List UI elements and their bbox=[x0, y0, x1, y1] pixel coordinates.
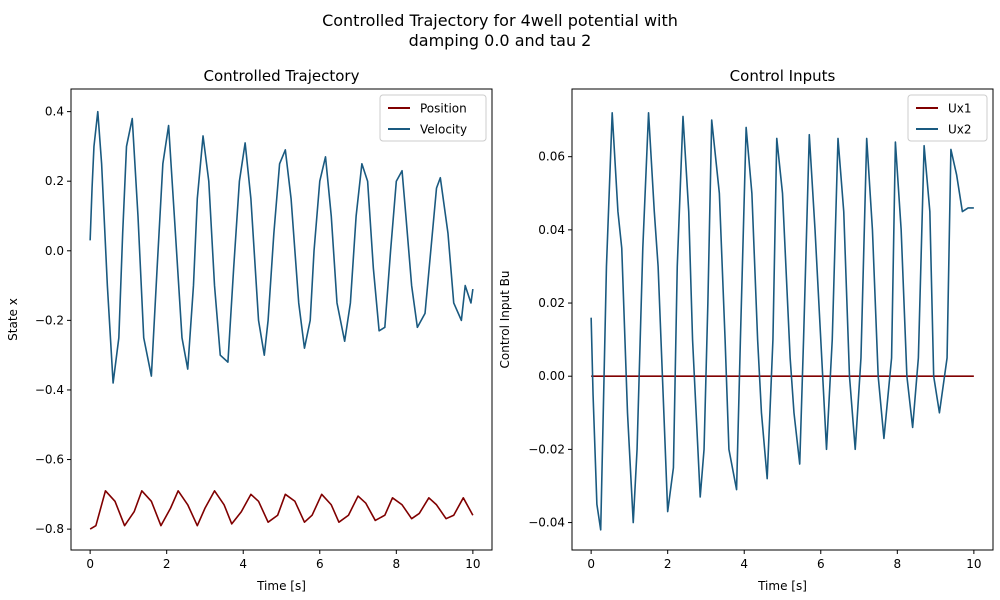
chart-0-x-tick-label: 4 bbox=[239, 557, 247, 571]
right-subplot: 0 2 4 6 8 10 −0.04 −0.02 0.00 0.02 0.04 0.06 Control… bbox=[498, 67, 994, 593]
chart-0-legend: Position Velocity bbox=[379, 94, 487, 142]
chart-0-legend-label-position: Position bbox=[420, 102, 467, 116]
chart-1-x-tick-label: 8 bbox=[893, 557, 901, 571]
chart-1-y-tick-label: 0.02 bbox=[538, 296, 565, 310]
chart-1-legend-label-ux2: Ux2 bbox=[948, 123, 972, 137]
chart-0-x-axis-label: Time [s] bbox=[256, 579, 306, 593]
chart-0-series-position-line bbox=[89, 490, 474, 530]
chart-1-legend: Ux1 Ux2 bbox=[907, 94, 988, 142]
chart-1-y-tick-label: 0.04 bbox=[538, 223, 565, 237]
chart-0-y-tick-label: 0.0 bbox=[45, 244, 64, 258]
chart-0-y-tick-label: −0.4 bbox=[35, 383, 64, 397]
chart-1-y-tick-label: 0.00 bbox=[538, 369, 565, 383]
chart-0-series-velocity-line bbox=[89, 110, 474, 384]
chart-1-y-axis-label: Control Input Bu bbox=[498, 271, 512, 369]
chart-1-y-tick-label: 0.06 bbox=[538, 150, 565, 164]
chart-1-x-axis-label: Time [s] bbox=[757, 579, 807, 593]
figure-suptitle-line2: damping 0.0 and tau 2 bbox=[408, 31, 592, 50]
chart-0-y-tick-label: −0.2 bbox=[35, 313, 64, 327]
chart-1-y-tick-label: −0.04 bbox=[528, 516, 565, 530]
chart-1-x-tick-label: 6 bbox=[817, 557, 825, 571]
chart-1-title: Control Inputs bbox=[730, 67, 836, 85]
left-subplot: 0 2 4 6 8 10 −0.8 −0.6 −0.4 −0.2 0.0 0.2 0.4 Controll… bbox=[6, 67, 493, 593]
chart-1-series-ux2-line bbox=[590, 111, 974, 531]
chart-0-title: Controlled Trajectory bbox=[204, 67, 360, 85]
chart-0-x-tick-label: 6 bbox=[316, 557, 324, 571]
chart-0-x-tick-label: 8 bbox=[392, 557, 400, 571]
chart-0-y-tick-label: 0.2 bbox=[45, 174, 64, 188]
chart-1-axes-frame bbox=[571, 88, 994, 551]
chart-0-axes-frame bbox=[70, 88, 493, 551]
chart-1-legend-label-ux1: Ux1 bbox=[948, 102, 972, 116]
chart-0-y-tick-label: −0.6 bbox=[35, 453, 64, 467]
chart-0-x-tick-label: 0 bbox=[86, 557, 94, 571]
chart-0-legend-label-velocity: Velocity bbox=[420, 123, 467, 137]
chart-1-x-tick-label: 4 bbox=[740, 557, 748, 571]
chart-0-x-tick-label: 2 bbox=[163, 557, 171, 571]
chart-1-x-tick-label: 0 bbox=[587, 557, 595, 571]
chart-0-y-tick-label: −0.8 bbox=[35, 522, 64, 536]
chart-1-x-tick-label: 10 bbox=[966, 557, 981, 571]
chart-1-x-tick-label: 2 bbox=[664, 557, 672, 571]
chart-0-y-axis-label: State x bbox=[6, 298, 20, 341]
figure-suptitle-line1: Controlled Trajectory for 4well potentia… bbox=[322, 11, 678, 30]
chart-1-y-tick-label: −0.02 bbox=[528, 442, 565, 456]
chart-0-x-tick-label: 10 bbox=[465, 557, 480, 571]
chart-0-y-tick-label: 0.4 bbox=[45, 105, 64, 119]
